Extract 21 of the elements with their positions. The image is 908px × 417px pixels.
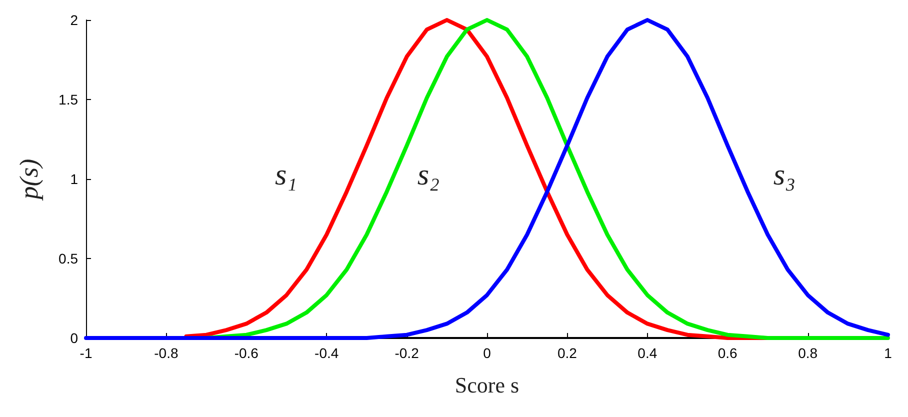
x-tick-label: -0.6	[234, 345, 259, 361]
y-tick-label: 2	[70, 12, 78, 28]
x-tick-label: -1	[80, 345, 92, 361]
y-tick-label: 0.5	[58, 250, 78, 266]
y-tick-label: 0	[70, 330, 78, 346]
y-tick-label: 1.5	[58, 92, 78, 108]
annotation: s₁	[275, 158, 298, 192]
x-tick-label: 0.6	[718, 345, 738, 361]
annotation: s₃	[773, 158, 796, 192]
y-tick-label: 1	[70, 171, 78, 187]
x-tick-label: 0.2	[557, 345, 578, 361]
x-axis-title: Score s	[454, 372, 520, 398]
x-tick-label: 1	[884, 345, 892, 361]
x-tick-label: 0	[483, 345, 492, 361]
x-tick-label: -0.2	[394, 345, 420, 361]
annotation: s₂	[417, 158, 440, 192]
y-axis-title: p(s)	[14, 158, 44, 202]
x-tick-label: -0.8	[154, 345, 178, 361]
x-tick-label: -0.4	[314, 345, 339, 361]
x-tick-label: 0.4	[638, 345, 658, 361]
x-tick-label: 0.8	[798, 345, 818, 361]
